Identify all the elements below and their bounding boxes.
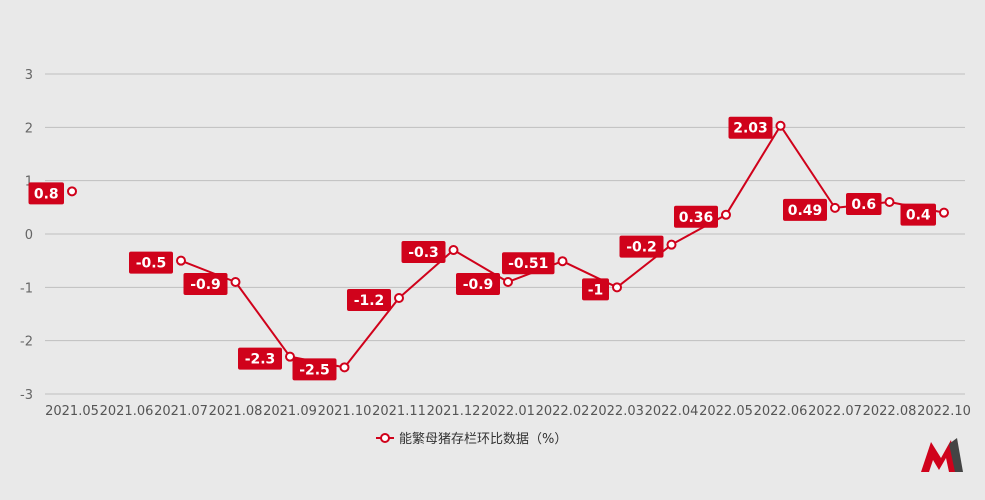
- data-label: 0.49: [788, 203, 823, 219]
- data-label: -1.2: [354, 293, 385, 309]
- data-label-box: [292, 358, 337, 381]
- data-label: 0.36: [679, 210, 714, 226]
- legend-label: 能繁母猪存栏环比数据（%）: [399, 431, 567, 447]
- legend-marker: [380, 433, 390, 443]
- data-point: [394, 293, 404, 303]
- x-tick-label: 2022.06: [754, 404, 808, 419]
- data-label: -2.5: [299, 362, 330, 378]
- data-label-box: [674, 205, 718, 228]
- x-tick-label: 2021.09: [263, 404, 317, 419]
- data-label: 2.03: [733, 121, 768, 137]
- data-label: -0.2: [626, 240, 657, 256]
- data-label: 0.6: [851, 197, 876, 213]
- data-label: -2.3: [245, 352, 276, 368]
- data-label-box: [783, 198, 827, 221]
- y-tick-label: -1: [20, 281, 33, 296]
- data-point: [557, 256, 568, 267]
- x-tick-label: 2021.08: [209, 404, 263, 419]
- data-label-box: [347, 289, 391, 311]
- x-tick-label: 2021.06: [100, 404, 154, 419]
- data-label: -0.3: [408, 245, 439, 261]
- data-label-box: [728, 116, 773, 139]
- y-tick-label: 3: [25, 68, 33, 83]
- data-label: 0.8: [34, 186, 59, 202]
- x-tick-label: 2022.04: [645, 404, 699, 419]
- data-label-box: [238, 347, 282, 370]
- data-label: -0.9: [463, 277, 494, 293]
- x-tick-label: 2022.02: [536, 404, 590, 419]
- data-point: [503, 277, 513, 287]
- x-tick-label: 2021.11: [372, 404, 426, 419]
- data-label-box: [582, 278, 609, 301]
- x-tick-label: 2022.03: [590, 404, 644, 419]
- y-tick-label: 0: [25, 228, 33, 243]
- x-tick-label: 2022.08: [863, 404, 917, 419]
- data-point: [67, 186, 77, 197]
- data-point: [230, 277, 241, 287]
- data-label-box: [401, 241, 446, 263]
- data-label-box: [456, 273, 500, 295]
- x-tick-label: 2022.01: [481, 404, 535, 419]
- data-label: -0.9: [190, 277, 221, 293]
- data-label-box: [619, 235, 664, 258]
- data-label: -0.51: [508, 256, 548, 272]
- data-point: [830, 202, 840, 213]
- data-point: [884, 197, 895, 207]
- data-point: [721, 209, 731, 220]
- logo-mark: [921, 440, 957, 472]
- x-tick-label: 2021.05: [45, 404, 99, 419]
- data-point: [666, 239, 677, 250]
- logo-mark-dark: [949, 438, 963, 472]
- data-point: [612, 282, 622, 293]
- data-point: [939, 207, 949, 218]
- x-tick-label: 2021.10: [318, 404, 372, 419]
- data-point: [285, 351, 295, 362]
- y-tick-label: -2: [20, 335, 33, 350]
- x-tick-label: 2021.07: [154, 404, 208, 419]
- data-point: [448, 245, 459, 255]
- series-line: [180, 124, 945, 369]
- x-tick-label: 2022.10: [917, 404, 971, 419]
- x-tick-label: 2022.05: [699, 404, 753, 419]
- data-point: [339, 362, 350, 373]
- data-label: -0.5: [136, 256, 167, 272]
- y-tick-label: 1: [25, 175, 33, 190]
- x-tick-label: 2022.07: [808, 404, 862, 419]
- data-label-box: [129, 251, 173, 274]
- y-tick-label: -3: [20, 388, 33, 403]
- y-tick-label: 2: [25, 121, 33, 136]
- data-label: -1: [588, 282, 604, 298]
- data-point: [775, 120, 786, 131]
- data-label-box: [846, 193, 882, 215]
- data-label-box: [28, 182, 64, 205]
- data-label-box: [900, 203, 936, 226]
- data-label: 0.4: [906, 208, 931, 224]
- data-label-box: [502, 252, 555, 275]
- data-label-box: [183, 273, 228, 295]
- data-point: [176, 255, 186, 266]
- x-tick-label: 2021.12: [427, 404, 481, 419]
